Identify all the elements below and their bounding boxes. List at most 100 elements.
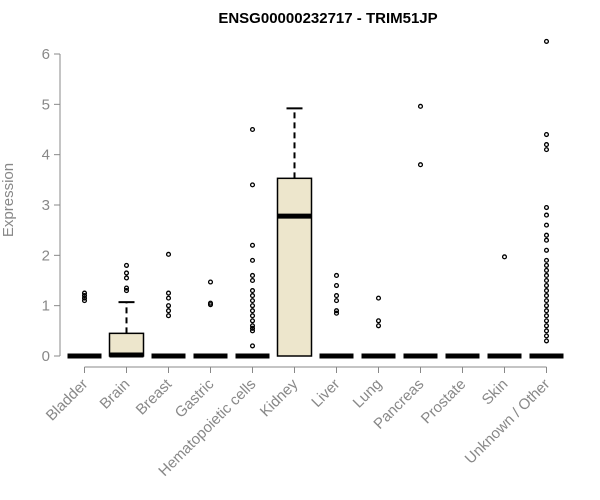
outlier-point [207, 300, 214, 306]
y-tick-label: 2 [42, 247, 50, 264]
outlier-point [543, 142, 550, 148]
outlier-point [417, 162, 424, 168]
outlier-point [123, 275, 130, 281]
outlier-point [249, 323, 256, 329]
x-tick-label: Prostate [418, 376, 470, 428]
box-pancreas [403, 103, 438, 359]
box-kidney [276, 107, 313, 357]
outlier-point [123, 270, 130, 276]
outlier-point [543, 288, 550, 294]
outlier-point [543, 38, 550, 44]
outlier-point [165, 251, 172, 257]
outlier-point [81, 293, 88, 299]
outlier-point [165, 295, 172, 301]
outlier-point [543, 272, 550, 279]
outlier-point [165, 308, 172, 314]
outlier-point [249, 182, 256, 188]
outlier-point [543, 222, 550, 228]
outlier-point [375, 318, 382, 324]
outlier-point [543, 262, 550, 268]
box-unknown-other [529, 38, 564, 359]
outlier-point [417, 103, 424, 109]
box-skin [487, 254, 522, 359]
outlier-point [543, 147, 550, 153]
box-rect [276, 177, 313, 357]
outlier-point [81, 295, 88, 301]
outlier-point [543, 247, 550, 253]
outlier-point [249, 318, 256, 324]
box-liver [319, 272, 354, 359]
outlier-point [543, 232, 550, 238]
outlier-point [543, 303, 550, 309]
outlier-point [333, 308, 340, 314]
y-axis-label: Expression [0, 163, 17, 237]
box-breast [151, 251, 186, 359]
boxes [67, 38, 564, 359]
y-tick-label: 5 [42, 96, 50, 113]
y-tick-label: 4 [42, 147, 50, 164]
outlier-point [249, 288, 256, 294]
y-tick-label: 1 [42, 298, 50, 315]
x-tick-label: Liver [308, 376, 343, 411]
outlier-point [81, 290, 88, 296]
outlier-point [81, 298, 88, 304]
y-tick-label: 6 [42, 46, 50, 63]
box-brain [108, 262, 145, 358]
outlier-point [333, 293, 340, 299]
x-tick-label: Bladder [43, 376, 92, 425]
box-hematopoietic-cells [235, 126, 270, 359]
chart-title: ENSG00000232717 - TRIM51JP [218, 10, 437, 27]
outlier-point [249, 272, 256, 279]
outlier-point [249, 257, 256, 263]
outlier-point [543, 323, 550, 329]
outlier-point [543, 237, 550, 243]
y-tick-label: 0 [42, 348, 50, 365]
outlier-point [333, 298, 340, 304]
y-tick-label: 3 [42, 197, 50, 214]
outlier-point [543, 267, 550, 273]
outlier-point [543, 293, 550, 299]
outlier-point [165, 303, 172, 309]
x-tick-label: Lung [350, 376, 386, 412]
outlier-point [543, 212, 550, 218]
outlier-point [249, 343, 256, 349]
outlier-point [249, 242, 256, 248]
outlier-point [333, 272, 340, 279]
x-tick-label: Brain [97, 376, 134, 413]
outlier-point [333, 310, 340, 316]
outlier-point [249, 293, 256, 299]
outlier-point [123, 288, 130, 294]
outlier-point [333, 282, 340, 289]
outlier-point [375, 295, 382, 301]
outlier-point [543, 282, 550, 289]
box-gastric [193, 279, 228, 359]
outlier-point [249, 328, 256, 334]
outlier-point [543, 277, 550, 284]
box-lung [361, 295, 396, 359]
outlier-point [543, 338, 550, 344]
outlier-point [501, 254, 508, 260]
outlier-point [123, 262, 130, 268]
outlier-point [543, 204, 550, 211]
x-tick-label: Kidney [257, 375, 302, 420]
outlier-point [543, 318, 550, 324]
outlier-point [375, 323, 382, 329]
outlier-point [249, 325, 256, 331]
outlier-point [165, 290, 172, 296]
outlier-point [207, 279, 214, 285]
outlier-point [249, 308, 256, 314]
outlier-point [249, 313, 256, 319]
outlier-point [543, 333, 550, 339]
outlier-point [249, 126, 256, 133]
box-bladder [67, 290, 102, 359]
outlier-point [543, 131, 550, 138]
outlier-point [543, 308, 550, 314]
outlier-point [543, 313, 550, 319]
outlier-point [543, 328, 550, 334]
outlier-point [249, 277, 256, 284]
outlier-point [249, 303, 256, 309]
outlier-point [543, 257, 550, 263]
x-tick-label: Breast [133, 375, 176, 418]
